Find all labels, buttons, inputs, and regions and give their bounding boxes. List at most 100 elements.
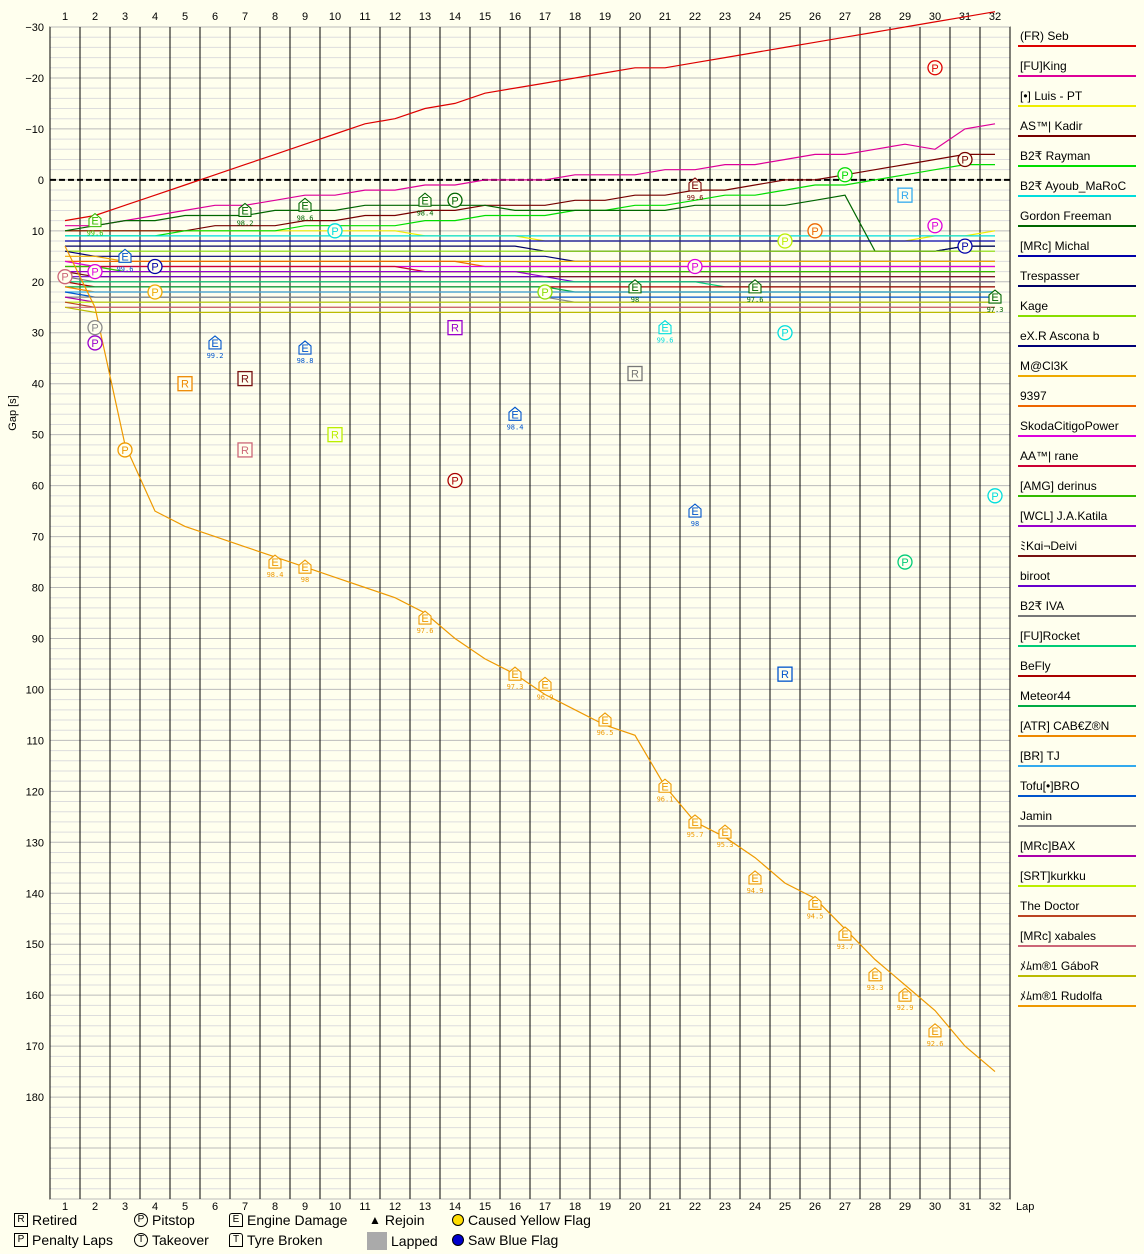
marker-letter: P [781,236,788,248]
engine-marker [688,814,702,829]
engine-marker [628,279,642,294]
marker-letter: P [961,241,968,253]
marker-letter: E [121,251,128,263]
key-penalty: P Penalty Laps [14,1232,113,1248]
legend-entry-10: eX.R Ascona b [1020,329,1100,343]
engine-health-label: 97.3 [987,306,1004,314]
x-tick-label-bottom: 5 [182,1201,188,1213]
y-tick-label: 120 [26,786,44,798]
legend-entry-16: [WCL] J.A.Katila [1020,509,1108,523]
engine-marker [268,554,282,569]
y-tick-label: 70 [32,532,44,544]
legend-entry-13: SkodaCitigoPower [1020,419,1119,433]
engine-health-label: 99.6 [117,265,134,273]
x-tick-label-top: 5 [182,11,188,23]
marker-letter: R [241,445,249,457]
key-penalty-label: Penalty Laps [32,1232,113,1248]
legend-entry-27: [MRc]BAX [1020,839,1075,853]
legend-entry-9: Kage [1020,299,1048,313]
engine-marker [658,778,672,793]
x-tick-label-bottom: 31 [959,1201,971,1213]
engine-marker [118,248,132,263]
marker-letter: P [61,272,68,284]
x-tick-label-bottom: 24 [749,1201,761,1213]
x-tick-label-bottom: 20 [629,1201,641,1213]
marker-letter: P [931,221,938,233]
engine-marker [898,987,912,1002]
marker-letter: P [151,287,158,299]
x-tick-label-top: 22 [689,11,701,23]
penalty-icon: P [14,1233,28,1247]
pitstop-marker [927,218,943,234]
x-tick-label-bottom: 17 [539,1201,551,1213]
pitstop-marker [537,284,553,300]
engine-marker [688,503,702,518]
rejoin-icon: ▲ [369,1213,381,1227]
marker-letter: E [691,817,698,829]
marker-letter: P [451,476,458,488]
engine-health-label: 94.5 [807,912,824,920]
retired-marker [627,365,643,382]
x-tick-label-top: 18 [569,11,581,23]
x-tick-label-top: 30 [929,11,941,23]
x-tick-label-bottom: 21 [659,1201,671,1213]
y-tick-label: 140 [26,888,44,900]
x-tick-label-top: 3 [122,11,128,23]
x-tick-label-bottom: 9 [302,1201,308,1213]
y-tick-label: 110 [26,735,44,747]
x-tick-label-top: 10 [329,11,341,23]
marker-letter: E [91,216,98,228]
legend-entry-20: [FU]Rocket [1020,629,1081,643]
y-tick-label: 20 [32,277,44,289]
x-tick-label-top: 25 [779,11,791,23]
key-takeover-label: Takeover [152,1232,209,1248]
legend-entry-1: [FU]King [1020,59,1067,73]
x-tick-label-bottom: 19 [599,1201,611,1213]
engine-marker [718,824,732,839]
x-tick-label-bottom: 32 [989,1201,1001,1213]
y-tick-label: 170 [26,1041,44,1053]
x-tick-label-top: 26 [809,11,821,23]
marker-letter: P [91,338,98,350]
marker-letter: E [841,929,848,941]
x-tick-label-top: 19 [599,11,611,23]
legend-entry-5: B2₹ Ayoub_MaRoC [1020,179,1126,193]
engine-health-label: 97.6 [747,296,764,304]
marker-letter: E [751,873,758,885]
marker-letter: R [631,369,639,381]
marker-letter: E [511,669,518,681]
marker-letter: E [421,613,428,625]
engine-marker [868,967,882,982]
retired-marker [897,187,913,203]
engine-marker [238,202,252,217]
retired-marker [177,376,193,392]
x-tick-label-top: 32 [989,11,1001,23]
legend-entry-30: [MRc] xabales [1020,929,1096,943]
series-line-32 [64,245,996,1073]
key-pitstop-label: Pitstop [152,1212,195,1228]
y-tick-label: −30 [25,22,44,34]
engine-health-label: 97.3 [507,683,524,691]
engine-marker [298,559,312,574]
x-tick-label-bottom: 28 [869,1201,881,1213]
legend-entry-21: BeFly [1020,659,1051,673]
engine-marker [418,610,432,625]
y-tick-label: 80 [32,583,44,595]
x-tick-label-top: 14 [449,11,461,23]
pitstop-marker [807,223,823,239]
pitstop-marker [897,554,913,570]
x-tick-label-bottom: 23 [719,1201,731,1213]
engine-health-label: 96.5 [597,729,614,737]
pitstop-marker [927,60,943,76]
engine-marker [88,212,102,228]
x-tick-label-bottom: 26 [809,1201,821,1213]
marker-letter: R [241,374,249,386]
engine-health-label: 98.4 [267,571,284,579]
retired-icon: R [14,1213,28,1227]
engine-health-label: 98.4 [417,209,434,217]
y-tick-label: −20 [25,73,44,85]
engine-marker [538,676,552,691]
engine-marker [748,279,762,294]
engine-health-label: 93.3 [867,984,884,992]
series-line-4 [65,164,995,237]
